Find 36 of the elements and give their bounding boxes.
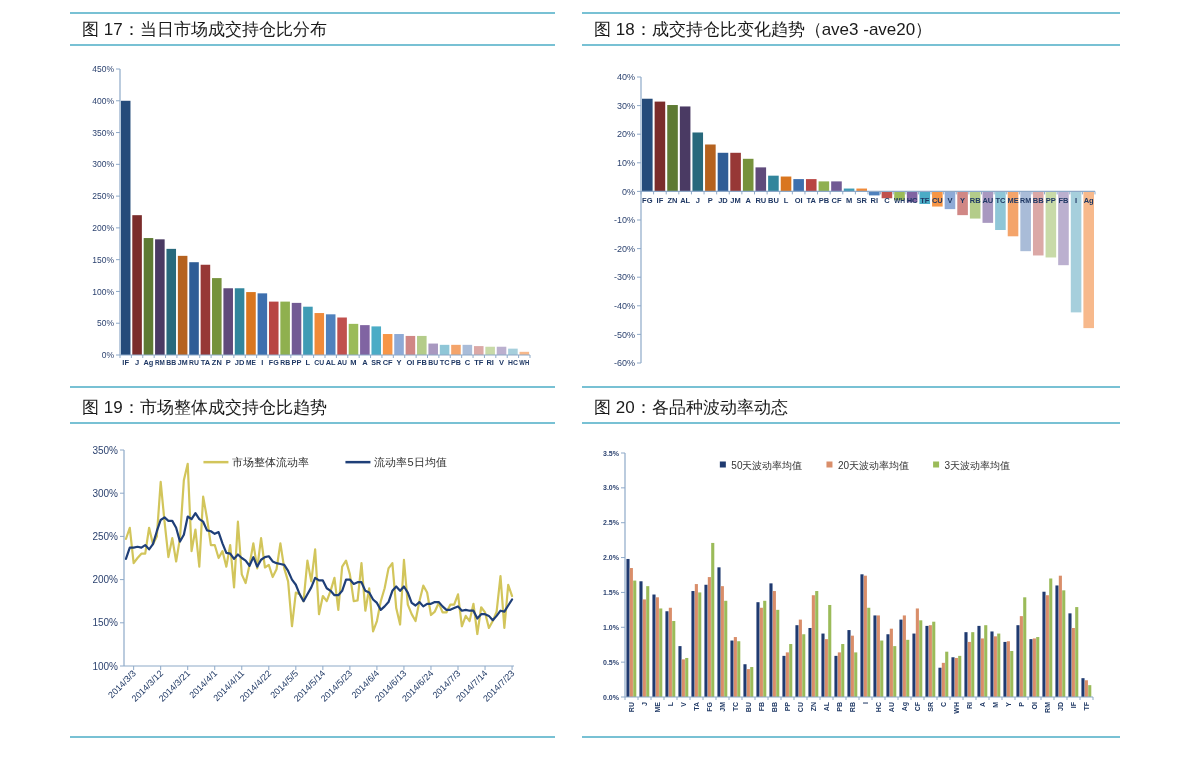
y-tick-label: -40% [613, 301, 635, 312]
legend-label: 20天波动率均值 [837, 460, 910, 471]
y-tick-label: 300% [92, 487, 119, 499]
y-tick-label: 100% [92, 660, 119, 672]
legend-label: 3天波动率均值 [944, 460, 1011, 471]
y-tick-label: -10% [613, 215, 635, 226]
y-tick-label: 450% [92, 64, 115, 75]
y-tick-label: 0% [101, 350, 115, 361]
y-tick-label: 40% [616, 72, 635, 83]
y-tick-label: 200% [92, 574, 119, 586]
chart-title: 图 20：各品种波动率动态 [594, 398, 788, 417]
y-tick-label: 250% [92, 531, 119, 542]
y-tick-label: -50% [613, 329, 635, 340]
y-tick-label: 50% [96, 318, 115, 329]
chart-title: 图 17：当日市场成交持仓比分布 [82, 20, 327, 39]
chart-title: 图 19：市场整体成交持仓比趋势 [82, 398, 327, 417]
y-tick-label: 400% [92, 95, 115, 106]
y-tick-label: -30% [613, 272, 635, 283]
y-tick-label: 30% [616, 100, 635, 111]
y-tick-label: -20% [613, 243, 635, 254]
legend-label: 市场整体流动率 [232, 456, 310, 468]
y-tick-label: 150% [92, 254, 115, 265]
y-tick-label: 150% [92, 617, 119, 629]
y-tick-label: 350% [92, 444, 119, 456]
legend-label: 流动率5日均值 [374, 456, 447, 468]
chart-title: 图 18：成交持仓比变化趋势（ave3 -ave20） [594, 20, 933, 39]
y-tick-label: -60% [613, 358, 635, 369]
y-tick-label: 350% [92, 127, 115, 138]
y-tick-label: 200% [92, 222, 115, 233]
y-tick-label: 20% [616, 129, 635, 140]
y-tick-label: 250% [92, 191, 115, 202]
y-tick-label: 10% [616, 158, 635, 169]
legend-label: 50天波动率均值 [731, 460, 803, 471]
y-tick-label: 300% [92, 159, 115, 170]
y-tick-label: 100% [92, 286, 115, 297]
y-tick-label: 0% [621, 186, 635, 197]
